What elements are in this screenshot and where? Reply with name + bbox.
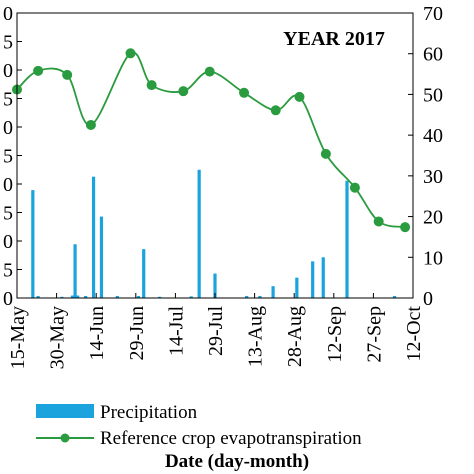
evapotranspiration-point-14 (400, 222, 411, 233)
evapotranspiration-point-10 (294, 91, 305, 102)
right-tick-label-2: 20 (423, 207, 443, 229)
left-tick-label-0: 0 (3, 288, 13, 310)
left-tick-label-2: 0 (3, 231, 13, 253)
precipitation-bar-7 (91, 176, 96, 298)
precipitation-bar-6 (84, 295, 88, 298)
x-tick-label-1: 30-May (47, 306, 69, 369)
precipitation-bar-12 (157, 296, 162, 298)
left-tick-label-7: 5 (3, 89, 13, 111)
x-tick-label-4: 14-Jul (165, 306, 187, 356)
precipitation-bar-0 (31, 190, 35, 298)
precipitation-bar-5 (76, 295, 80, 298)
precipitation-bar-13 (189, 296, 193, 298)
evapotranspiration-point-1 (33, 65, 44, 76)
right-tick-label-3: 30 (423, 166, 443, 188)
precipitation-bar-21 (321, 257, 325, 298)
legend-label-evapotranspiration: Reference crop evapotranspiration (100, 428, 362, 449)
right-tick-label-4: 40 (423, 125, 443, 147)
precipitation-bar-23 (392, 295, 397, 298)
right-tick-label-5: 50 (423, 84, 443, 106)
precipitation-bar-19 (295, 277, 299, 298)
evapotranspiration-point-7 (204, 66, 215, 77)
left-tick-label-5: 5 (3, 146, 13, 168)
precipitation-bars (31, 169, 397, 298)
evapotranspiration-point-12 (349, 182, 360, 193)
precipitation-bar-9 (115, 295, 119, 298)
x-tick-label-10: 12-Oct (403, 306, 425, 362)
left-tick-label-3: 5 (3, 203, 13, 225)
right-tick-label-1: 10 (423, 247, 443, 269)
precipitation-bar-10 (136, 295, 141, 298)
precipitation-bar-2 (60, 296, 64, 298)
right-tick-label-6: 60 (423, 44, 443, 66)
precipitation-bar-20 (311, 261, 315, 298)
legend-label-precipitation: Precipitation (100, 402, 198, 423)
evapotranspiration-point-9 (270, 105, 281, 116)
right-tick-label-7: 70 (423, 3, 443, 25)
chart-title: YEAR 2017 (283, 28, 385, 50)
precipitation-bar-8 (99, 216, 104, 298)
x-tick-label-6: 13-Aug (245, 306, 267, 367)
precipitation-bar-17 (258, 295, 262, 298)
left-tick-label-6: 0 (3, 117, 13, 139)
x-tick-label-0: 15-May (7, 306, 29, 369)
evapotranspiration-point-8 (239, 87, 250, 98)
left-tick-label-9: 5 (3, 32, 13, 54)
precipitation-bar-22 (345, 180, 349, 298)
x-tick-label-8: 12-Sep (324, 306, 346, 363)
evapotranspiration-point-13 (373, 216, 384, 227)
evapotranspiration-point-3 (85, 119, 96, 130)
x-tick-label-7: 28-Aug (284, 306, 306, 367)
evapotranspiration-point-6 (178, 86, 189, 97)
right-tick-label-0: 0 (423, 288, 433, 310)
legend: Precipitation Reference crop evapotransp… (36, 402, 362, 449)
precipitation-bar-18 (271, 286, 275, 298)
left-tick-label-4: 0 (3, 174, 13, 196)
precipitation-bar-3 (70, 295, 75, 298)
precipitation-bar-15 (213, 273, 217, 298)
left-tick-label-1: 5 (3, 260, 13, 282)
x-tick-label-5: 29-Jul (205, 306, 227, 356)
precipitation-bar-11 (142, 249, 146, 298)
legend-swatch-precipitation (36, 404, 94, 418)
precipitation-bar-1 (36, 295, 40, 298)
evapotranspiration-point-11 (320, 148, 331, 159)
left-tick-label-10: 0 (3, 3, 13, 25)
left-tick-label-8: 0 (3, 60, 13, 82)
precipitation-bar-4 (73, 244, 77, 298)
evapotranspiration-point-2 (62, 69, 73, 80)
precipitation-bar-14 (197, 169, 201, 298)
evapotranspiration-point-4 (125, 48, 136, 59)
legend-marker-evapotranspiration (60, 433, 70, 443)
x-tick-label-2: 14-Jun (86, 306, 108, 360)
evapotranspiration-line (12, 48, 411, 233)
x-tick-label-3: 29-Jun (126, 306, 148, 360)
x-tick-label-9: 27-Sep (363, 306, 385, 363)
x-axis-title: Date (day-month) (165, 451, 309, 472)
evapotranspiration-point-5 (146, 80, 157, 91)
precipitation-bar-16 (245, 295, 249, 298)
